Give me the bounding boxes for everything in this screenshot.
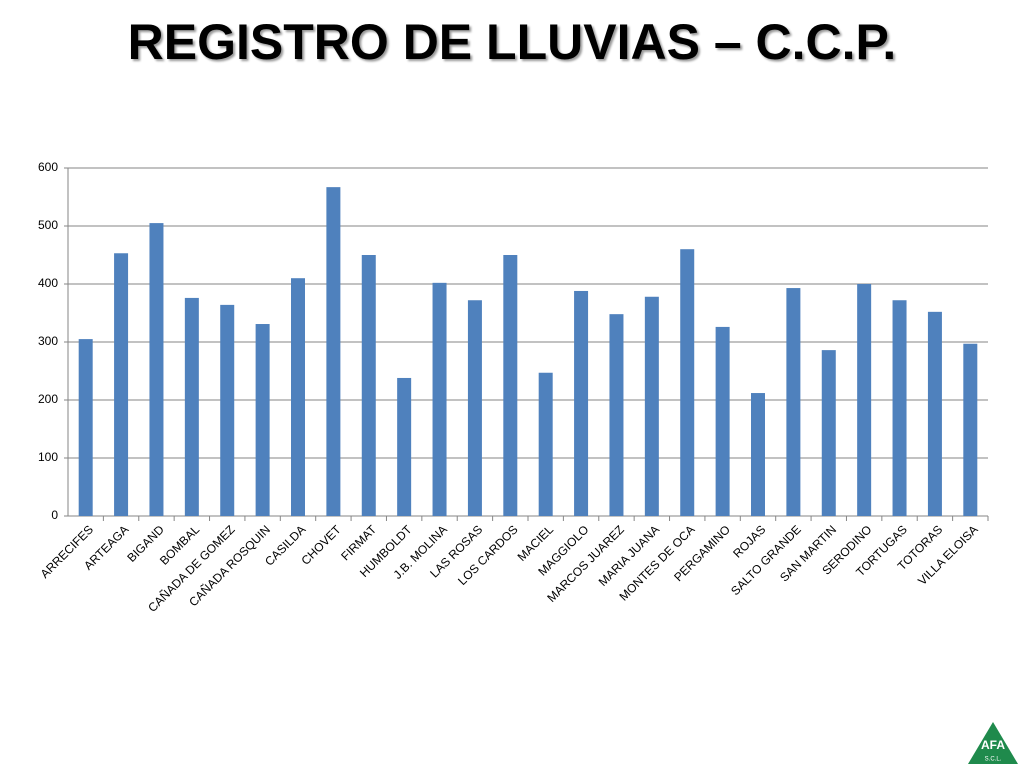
- y-tick-label: 600: [38, 160, 58, 174]
- bar: [680, 249, 695, 516]
- y-tick-label: 0: [51, 508, 58, 522]
- bar: [892, 300, 907, 516]
- bar: [467, 300, 482, 516]
- bar: [609, 314, 624, 516]
- bar: [821, 350, 836, 516]
- bar: [326, 187, 341, 516]
- chart-title: REGISTRO DE LLUVIAS – C.C.P.: [128, 14, 897, 70]
- bar: [963, 343, 978, 516]
- bar: [432, 282, 447, 516]
- bar: [503, 255, 518, 516]
- y-tick-label: 300: [38, 334, 58, 348]
- bar: [255, 324, 270, 516]
- bar: [78, 339, 93, 516]
- x-tick-label: ARRECIFES: [38, 522, 96, 580]
- logo-text: AFA: [981, 738, 1005, 752]
- bar: [927, 311, 942, 516]
- bar: [397, 377, 412, 516]
- y-tick-label: 200: [38, 392, 58, 406]
- bar: [220, 304, 235, 516]
- y-tick-label: 500: [38, 218, 58, 232]
- logo-sub: S.C.L.: [985, 757, 1002, 763]
- bar: [751, 393, 765, 516]
- bar: [715, 326, 730, 516]
- bar: [538, 372, 553, 516]
- bar: [149, 223, 164, 516]
- bar: [114, 253, 129, 516]
- bar: [291, 278, 305, 516]
- logo-tree: [968, 722, 1018, 764]
- y-tick-label: 400: [38, 276, 58, 290]
- bar: [857, 284, 872, 516]
- bar: [184, 297, 199, 516]
- bar: [644, 296, 659, 516]
- bar: [574, 290, 589, 516]
- y-tick-label: 100: [38, 450, 58, 464]
- logo: AFA S.C.L.: [968, 722, 1018, 764]
- bar: [361, 255, 376, 516]
- x-tick-label: CHOVET: [298, 522, 344, 568]
- bar: [786, 288, 801, 516]
